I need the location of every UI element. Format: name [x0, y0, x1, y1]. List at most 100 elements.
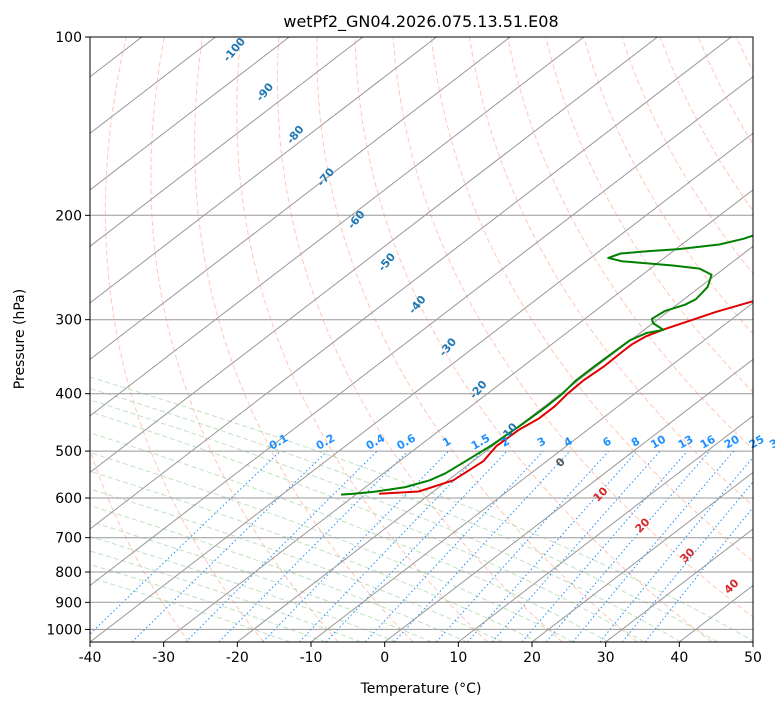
- mixing-ratio-label: 30: [767, 432, 775, 451]
- moist-adiabat-line: [90, 452, 574, 642]
- y-tick-label: 200: [55, 208, 82, 224]
- mixing-ratio-line: [436, 450, 610, 642]
- line-labels: 0.10.20.40.611.52346810131620253036-100-…: [220, 35, 775, 597]
- mixing-ratio-label: 6: [600, 434, 613, 449]
- moist-adiabat-line: [90, 387, 718, 642]
- background-lines: [90, 37, 753, 642]
- dry-adiabat-label: -100: [220, 35, 248, 65]
- dry-adiabat-line: [735, 37, 753, 73]
- moist-adiabat-line: [90, 520, 432, 642]
- dry-adiabat-line: [430, 37, 753, 563]
- dry-adiabat-line: [236, 37, 488, 642]
- y-tick-label: 600: [55, 491, 82, 507]
- x-tick-label: 20: [523, 650, 541, 666]
- y-tick-label: 300: [55, 313, 82, 329]
- y-tick-label: 700: [55, 531, 82, 547]
- isotherm-line: [90, 76, 753, 587]
- mixing-ratio-line: [467, 450, 638, 642]
- x-axis-label: Temperature (°C): [360, 681, 482, 697]
- isotherm-line: [90, 37, 511, 361]
- x-tick-label: 40: [670, 650, 688, 666]
- mixing-ratio-line: [90, 450, 281, 635]
- x-tick-label: -10: [300, 650, 323, 666]
- mixing-ratio-label: 16: [698, 432, 718, 451]
- dry-adiabat-line: [90, 448, 190, 642]
- moist-adiabat-label: 0: [553, 455, 568, 470]
- moist-adiabat-line: [90, 432, 609, 642]
- dry-adiabat-label: -90: [253, 80, 276, 104]
- dry-adiabat-line: [150, 37, 339, 642]
- mixing-ratio-line: [521, 450, 688, 642]
- mixing-ratio-line: [393, 450, 571, 642]
- mixing-ratio-label: 3: [535, 435, 548, 450]
- mixing-ratio-label: 1: [440, 435, 453, 450]
- y-axis-ticks: 100 200 300 400 500 600 700 800 900 1000: [46, 30, 90, 638]
- moist-adiabat-line: [90, 411, 645, 642]
- isotherm-line: [752, 641, 753, 642]
- isotherm-line: [310, 302, 753, 642]
- isotherm-line: [90, 132, 753, 642]
- mixing-ratio-line: [545, 450, 710, 642]
- x-tick-label: 0: [380, 650, 389, 666]
- isotherm-line: [0, 37, 68, 642]
- mixing-ratio-line: [218, 450, 409, 642]
- profile-series: [341, 234, 753, 496]
- mixing-ratio-line: [572, 450, 735, 642]
- moist-adiabat-line: [90, 550, 361, 642]
- isotherm-line: [457, 415, 753, 642]
- moist-adiabat-line: [90, 488, 503, 642]
- plot-frame: [89, 36, 754, 643]
- dry-adiabat-line: [392, 37, 753, 618]
- mixing-ratio-line: [622, 481, 753, 642]
- mixing-ratio-line: [262, 450, 449, 642]
- isotherm-line: [531, 471, 753, 642]
- x-tick-label: 50: [744, 650, 762, 666]
- mixing-ratio-label: 10: [648, 432, 668, 451]
- dry-adiabat-line: [545, 37, 753, 393]
- grid-lines: [0, 37, 753, 642]
- dry-adiabat-label: -80: [284, 123, 307, 147]
- moist-adiabat-label: 40: [722, 576, 742, 596]
- dry-adiabat-label: -50: [375, 250, 398, 274]
- mixing-ratio-line: [298, 450, 483, 642]
- dry-adiabat-label: -40: [406, 293, 429, 317]
- moist-adiabat-label: 20: [633, 515, 653, 535]
- moist-adiabat-line: [90, 399, 682, 642]
- mixing-ratio-label: 0.4: [364, 431, 388, 452]
- dry-adiabat-label: -70: [314, 165, 337, 189]
- isotherm-line: [384, 358, 753, 642]
- isotherm-line: [90, 37, 658, 474]
- isotherm-line: [90, 37, 437, 304]
- x-axis-ticks: -40 -30 -20 -10 0 10 20 30 40 50: [79, 642, 762, 666]
- mixing-ratio-line: [599, 456, 753, 642]
- temperature-line: [379, 300, 753, 495]
- isotherm-line: [90, 37, 732, 530]
- x-tick-label: -20: [226, 650, 249, 666]
- isotherm-line: [605, 528, 753, 642]
- mixing-ratio-line: [185, 450, 378, 642]
- chart-title: wetPf2_GN04.2026.075.13.51.E08: [283, 12, 558, 32]
- dewpoint-line: [341, 234, 753, 496]
- y-tick-label: 400: [55, 387, 82, 403]
- mixing-ratio-line: [644, 506, 753, 642]
- dry-adiabat-label: -20: [467, 378, 490, 402]
- mixing-ratio-label: 25: [747, 433, 767, 452]
- dry-adiabat-line: [621, 37, 753, 275]
- dry-adiabat-line: [697, 37, 753, 146]
- mixing-ratio-line: [491, 450, 661, 642]
- mixing-ratio-line: [325, 450, 508, 642]
- moist-adiabat-label: 30: [678, 545, 698, 565]
- y-tick-label: 500: [55, 444, 82, 460]
- y-tick-label: 100: [55, 30, 82, 46]
- y-axis-label: Pressure (hPa): [12, 289, 28, 389]
- moist-adiabat-line: [90, 505, 468, 642]
- mixing-ratio-label: 20: [722, 432, 742, 451]
- dry-adiabat-line: [316, 37, 638, 642]
- mixing-ratio-label: 8: [629, 435, 642, 450]
- moist-adiabat-line: [90, 577, 291, 642]
- mixing-ratio-label: 0.2: [314, 432, 337, 453]
- moist-adiabat-label: 10: [591, 484, 611, 504]
- mixing-ratio-line: [364, 450, 544, 642]
- isotherm-line: [90, 37, 585, 417]
